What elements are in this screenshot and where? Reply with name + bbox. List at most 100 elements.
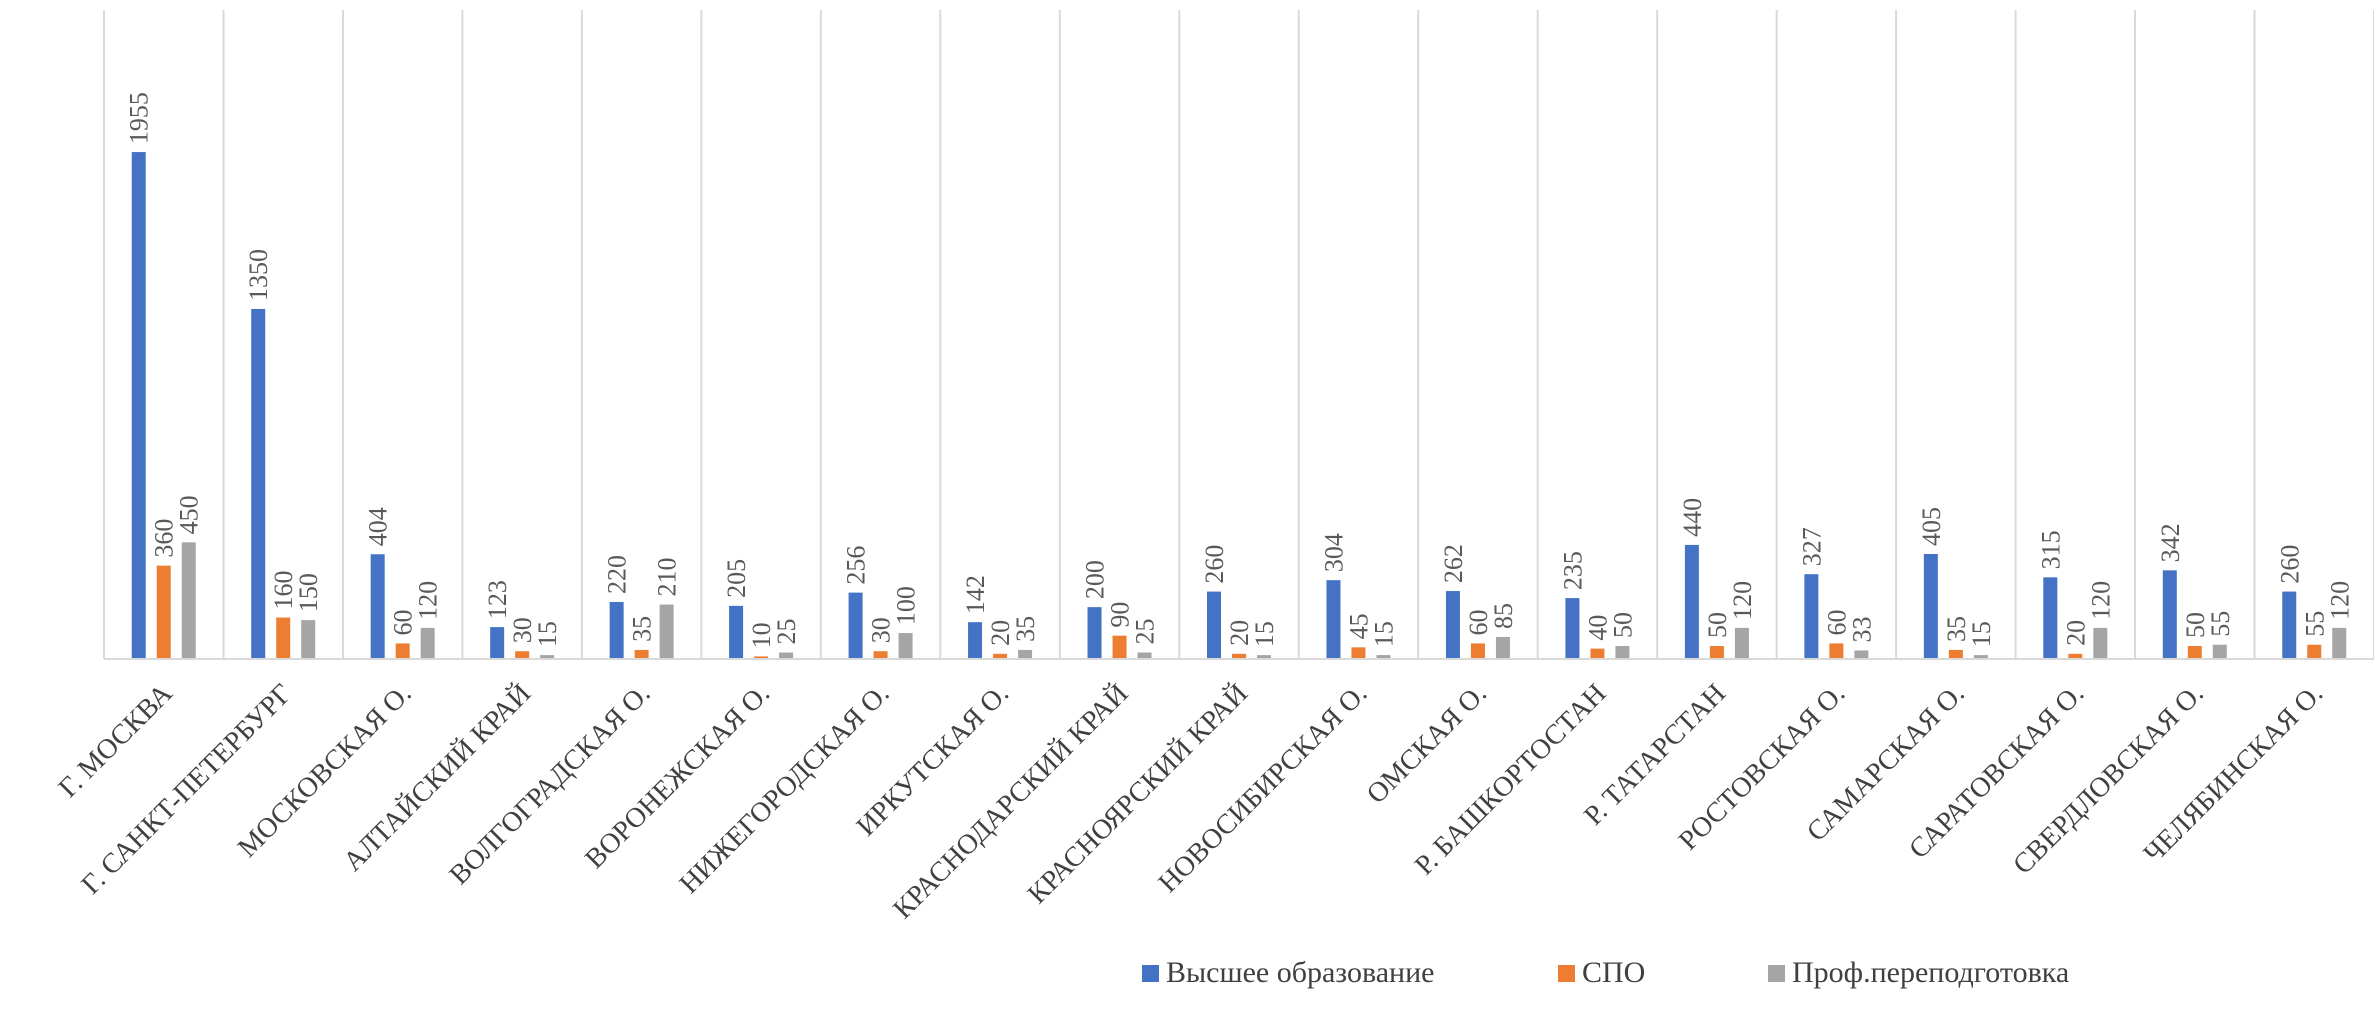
data-label: 15: [1250, 621, 1279, 647]
bar-higher-education: [2043, 577, 2058, 659]
x-tick-label: ВОЛГОГРАДСКАЯ О.: [444, 678, 657, 891]
data-label: 20: [2061, 620, 2090, 646]
data-label: 50: [1703, 612, 1732, 638]
bar-spo: [515, 651, 530, 659]
bar-spo: [1709, 646, 1724, 659]
data-label: 15: [1369, 621, 1398, 647]
bar-retraining: [2093, 627, 2108, 659]
bar-retraining: [898, 633, 913, 659]
data-label: 304: [1319, 533, 1348, 572]
x-tick-label: Г. САНКТ-ПЕТЕРБУРГ: [76, 678, 298, 900]
bar-higher-education: [131, 152, 146, 660]
x-tick-label: ОМСКАЯ О.: [1361, 678, 1493, 810]
bar-spo: [1590, 648, 1605, 659]
x-tick-label: КРАСНОДАРСКИЙ КРАЙ: [887, 678, 1134, 925]
data-label: 33: [1847, 616, 1876, 642]
data-label: 342: [2156, 523, 2185, 562]
bar-retraining: [1973, 655, 1988, 659]
data-label: 256: [842, 546, 871, 585]
data-label: 60: [1464, 609, 1493, 635]
data-label: 15: [1967, 621, 1996, 647]
bar-spo: [1829, 643, 1844, 659]
data-label: 220: [603, 555, 632, 594]
data-label: 450: [175, 495, 204, 534]
data-label: 1350: [244, 249, 273, 301]
x-tick-label: НОВОСИБИРСКАЯ О.: [1153, 678, 1374, 899]
data-label: 45: [1344, 613, 1373, 639]
data-label: 20: [986, 620, 1015, 646]
data-label: 360: [150, 519, 179, 558]
bar-retraining: [301, 620, 316, 659]
data-label: 30: [867, 617, 896, 643]
bar-retraining: [2212, 644, 2227, 659]
data-label: 35: [1942, 616, 1971, 642]
bar-retraining: [181, 542, 196, 659]
legend-swatch: [1558, 965, 1575, 982]
data-label: 235: [1558, 551, 1587, 590]
legend-label: Проф.переподготовка: [1792, 956, 2069, 989]
bar-retraining: [1615, 646, 1630, 659]
bar-spo: [156, 565, 171, 659]
bar-retraining: [1137, 652, 1152, 659]
data-label: 260: [1200, 545, 1229, 584]
data-label: 142: [961, 575, 990, 614]
bar-higher-education: [2282, 591, 2297, 659]
data-label: 55: [2300, 611, 2329, 637]
data-label: 120: [1728, 581, 1757, 620]
bar-retraining: [1854, 650, 1869, 659]
bar-retraining: [420, 627, 435, 659]
bar-higher-education: [2162, 570, 2177, 659]
bar-higher-education: [848, 592, 863, 659]
data-label: 10: [747, 622, 776, 648]
bar-spo: [1112, 635, 1127, 659]
x-tick-label: КРАСНОЯРСКИЙ КРАЙ: [1022, 678, 1254, 910]
bar-spo: [873, 651, 888, 659]
data-label: 40: [1583, 615, 1612, 641]
data-label: 25: [772, 619, 801, 645]
bar-higher-education: [1445, 591, 1460, 659]
data-label: 30: [508, 617, 537, 643]
legend-label: Высшее образование: [1166, 956, 1434, 989]
bar-retraining: [1376, 655, 1391, 659]
data-label: 405: [1917, 507, 1946, 546]
bar-higher-education: [1207, 591, 1221, 659]
data-label: 315: [2036, 530, 2065, 569]
grid-lines: [103, 10, 2374, 659]
bar-higher-education: [490, 627, 505, 659]
data-label: 120: [2086, 581, 2115, 620]
bar-spo: [993, 653, 1008, 659]
data-label: 25: [1131, 619, 1160, 645]
data-label: 35: [1011, 616, 1040, 642]
data-label: 100: [892, 586, 921, 625]
data-label: 35: [628, 616, 657, 642]
bar-higher-education: [1087, 607, 1102, 659]
data-label: 15: [533, 621, 562, 647]
data-label: 20: [1225, 620, 1254, 646]
bar-spo: [2187, 646, 2202, 659]
bar-higher-education: [968, 622, 983, 659]
data-label: 60: [389, 609, 418, 635]
bar-retraining: [779, 652, 794, 659]
data-label: 120: [2325, 581, 2354, 620]
bar-spo: [1232, 653, 1246, 659]
bar-spo: [395, 643, 410, 659]
data-label: 50: [2181, 612, 2210, 638]
x-tick-label: НИЖЕГОРОДСКАЯ О.: [674, 678, 896, 900]
bar-spo: [2307, 644, 2322, 659]
data-label: 60: [1822, 609, 1851, 635]
data-label: 55: [2206, 611, 2235, 637]
bar-retraining: [1018, 649, 1033, 659]
data-label: 90: [1106, 602, 1135, 628]
bar-higher-education: [1684, 544, 1699, 659]
data-label: 50: [1608, 612, 1637, 638]
legend-swatch: [1142, 965, 1159, 982]
bar-retraining: [659, 604, 674, 659]
bar-spo: [1470, 643, 1485, 659]
legend: Высшее образование СПО Проф.переподготовка: [1142, 956, 2069, 989]
bar-spo: [1948, 649, 1963, 659]
bar-higher-education: [1565, 598, 1580, 659]
